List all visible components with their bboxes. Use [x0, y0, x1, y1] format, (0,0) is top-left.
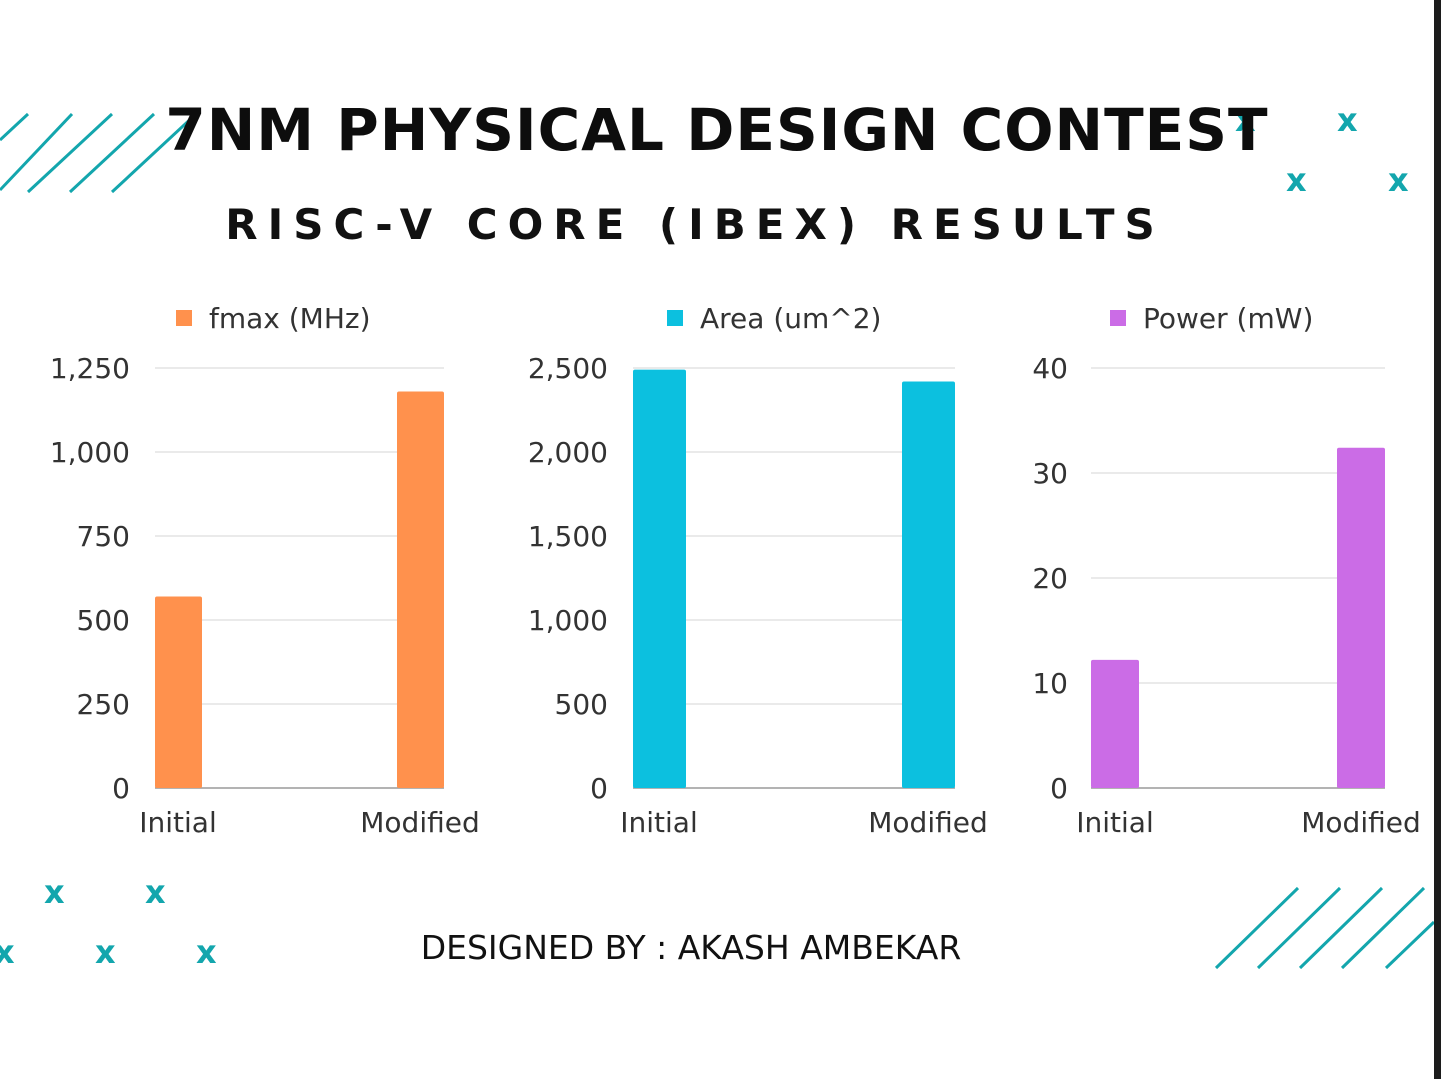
y-tick-label: 40	[1032, 352, 1068, 385]
bar-modified	[902, 381, 955, 788]
y-tick-label: 1,500	[528, 520, 608, 553]
y-tick-label: 1,000	[528, 604, 608, 637]
page-title: 7NM PHYSICAL DESIGN CONTEST	[165, 96, 1269, 164]
y-tick-label: 0	[1050, 772, 1068, 805]
y-tick-label: 30	[1032, 457, 1068, 490]
x-tick-label: Initial	[1076, 806, 1153, 839]
y-tick-label: 500	[77, 604, 130, 637]
x-mark-icon: x	[1337, 101, 1358, 139]
y-tick-label: 1,000	[50, 436, 130, 469]
page-subtitle: RISC-V CORE (IBEX) RESULTS	[225, 200, 1165, 249]
y-tick-label: 1,250	[50, 352, 130, 385]
y-tick-label: 500	[555, 688, 608, 721]
diagonal-stripes-icon	[0, 112, 198, 194]
y-tick-label: 750	[77, 520, 130, 553]
bar-initial	[1091, 659, 1139, 788]
y-tick-label: 250	[77, 688, 130, 721]
legend-swatch	[176, 310, 192, 326]
y-tick-label: 0	[590, 772, 608, 805]
bar-initial	[633, 369, 686, 788]
y-tick-label: 10	[1032, 667, 1068, 700]
x-tick-label: Initial	[139, 806, 216, 839]
x-tick-label: Modified	[1301, 806, 1420, 839]
bar-modified	[397, 391, 444, 788]
bar-initial	[155, 596, 202, 788]
legend-swatch	[1110, 310, 1126, 326]
bar-modified	[1337, 447, 1385, 788]
x-mark-icon: x	[1286, 161, 1307, 199]
x-mark-icon: x	[95, 933, 116, 971]
y-tick-label: 0	[112, 772, 130, 805]
right-edge-bar	[1434, 0, 1441, 1079]
charts-area: 0 250 500 750 1,000 1,250 Initial Modified fmax …	[50, 302, 1421, 839]
legend-label: Area (um^2)	[700, 302, 881, 335]
x-mark-icon: x	[0, 933, 15, 971]
y-tick-label: 20	[1032, 562, 1068, 595]
y-tick-label: 2,000	[528, 436, 608, 469]
x-mark-icon: x	[1235, 101, 1256, 139]
designer-credit: DESIGNED BY : AKASH AMBEKAR	[420, 928, 962, 967]
x-tick-label: Modified	[868, 806, 987, 839]
y-tick-label: 2,500	[528, 352, 608, 385]
x-mark-icon: x	[1388, 161, 1409, 199]
x-mark-icon: x	[145, 873, 166, 911]
legend-label: fmax (MHz)	[209, 302, 371, 335]
legend-swatch	[667, 310, 683, 326]
x-tick-label: Initial	[620, 806, 697, 839]
x-mark-icon: x	[44, 873, 65, 911]
diagonal-stripes-icon	[1214, 886, 1434, 970]
x-tick-label: Modified	[360, 806, 479, 839]
legend-label: Power (mW)	[1143, 302, 1313, 335]
x-mark-icon: x	[196, 933, 217, 971]
